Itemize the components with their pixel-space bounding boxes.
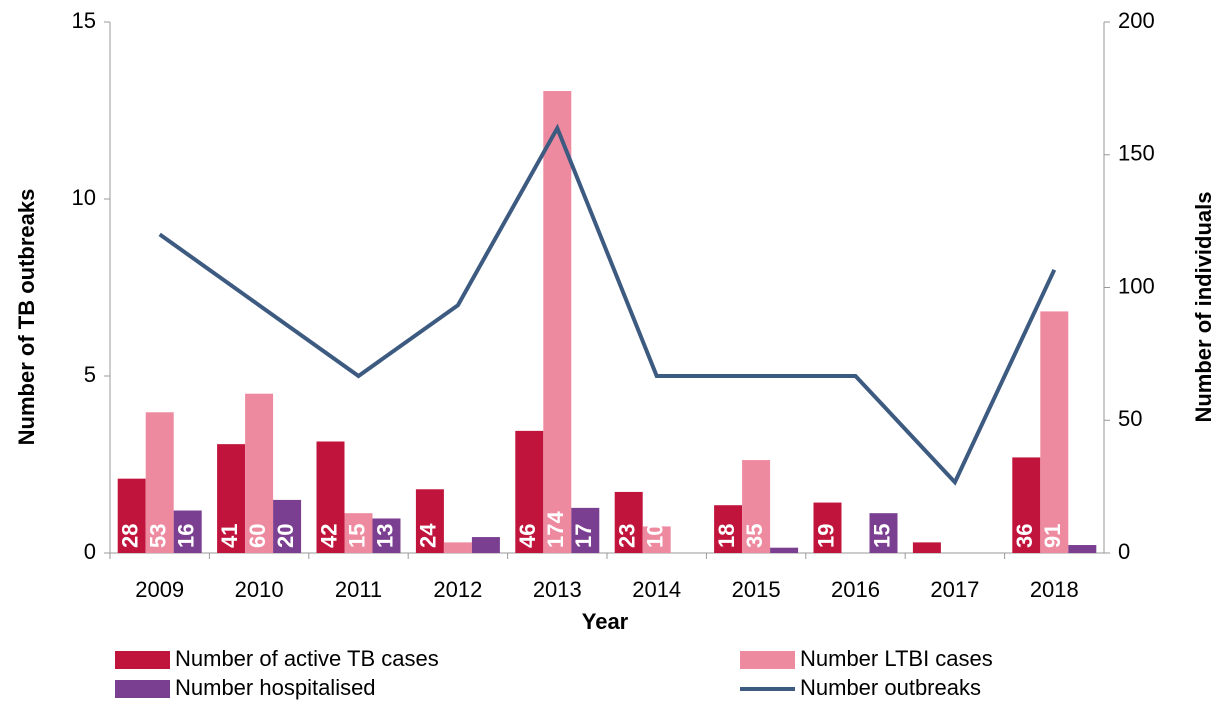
y-axis-title: Number of TB outbreaks: [14, 189, 39, 446]
data-label: 15: [344, 524, 369, 548]
bar: [614, 491, 643, 553]
bar: [742, 460, 771, 553]
x-tick-label: 2010: [235, 577, 284, 602]
bar: [770, 547, 799, 553]
data-label: 174: [543, 511, 568, 548]
bar: [912, 542, 941, 553]
bar: [869, 513, 898, 553]
data-label: 28: [118, 524, 143, 548]
bar: [372, 518, 401, 553]
data-label: 41: [217, 524, 242, 548]
bar: [1040, 311, 1069, 553]
bar: [344, 513, 373, 553]
data-label: 19: [813, 524, 838, 548]
bar: [117, 478, 146, 553]
legend-swatch: [115, 680, 170, 698]
data-label: 16: [174, 524, 199, 548]
y2-tick-label: 200: [1118, 8, 1155, 33]
x-tick-label: 2009: [135, 577, 184, 602]
x-tick-label: 2017: [930, 577, 979, 602]
y-tick-label: 15: [72, 8, 96, 33]
y2-tick-label: 100: [1118, 273, 1155, 298]
legend-label: Number of active TB cases: [175, 646, 439, 671]
data-label: 42: [316, 524, 341, 548]
y-tick-label: 5: [84, 362, 96, 387]
data-label: 35: [742, 524, 767, 548]
data-label: 23: [615, 524, 640, 548]
bar: [1068, 545, 1097, 553]
data-label: 24: [416, 523, 441, 548]
x-tick-label: 2011: [335, 577, 382, 602]
bar: [443, 542, 472, 553]
y2-tick-label: 150: [1118, 141, 1155, 166]
legend-label: Number LTBI cases: [800, 646, 993, 671]
y2-tick-label: 50: [1118, 406, 1142, 431]
bar: [217, 444, 246, 553]
bar: [1012, 457, 1041, 553]
legend-swatch: [115, 651, 170, 669]
legend-label: Number hospitalised: [175, 675, 376, 700]
data-label: 91: [1040, 524, 1065, 548]
legend-label: Number outbreaks: [800, 675, 981, 700]
x-tick-label: 2014: [632, 577, 681, 602]
bar: [245, 393, 274, 553]
data-label: 18: [714, 524, 739, 548]
bar: [543, 91, 572, 553]
x-tick-label: 2016: [831, 577, 880, 602]
y2-axis-title: Number of individuals: [1191, 191, 1216, 422]
bar: [316, 441, 345, 553]
x-axis-title: Year: [582, 609, 629, 634]
y-tick-label: 0: [84, 539, 96, 564]
line: [158, 123, 1057, 486]
x-tick-label: 2018: [1030, 577, 1079, 602]
bar: [515, 430, 544, 553]
bar: [145, 412, 174, 553]
x-tick-label: 2015: [732, 577, 781, 602]
bar: [273, 499, 302, 553]
data-label: 46: [515, 524, 540, 548]
bar: [415, 489, 444, 553]
data-label: 60: [245, 524, 270, 548]
bar: [642, 526, 671, 553]
data-label: 10: [643, 524, 668, 548]
bar: [571, 507, 600, 553]
data-label: 53: [146, 524, 171, 548]
bar: [471, 537, 500, 553]
bar: [813, 502, 842, 553]
y2-tick-label: 0: [1118, 539, 1130, 564]
bar: [714, 505, 743, 553]
data-label: 36: [1012, 524, 1037, 548]
data-label: 17: [571, 524, 596, 548]
legend-swatch: [740, 651, 795, 669]
data-label: 15: [869, 524, 894, 548]
data-label: 20: [273, 524, 298, 548]
y-tick-label: 10: [72, 185, 96, 210]
x-tick-label: 2013: [533, 577, 582, 602]
bar: [173, 510, 202, 553]
data-label: 13: [372, 524, 397, 548]
x-tick-label: 2012: [433, 577, 482, 602]
